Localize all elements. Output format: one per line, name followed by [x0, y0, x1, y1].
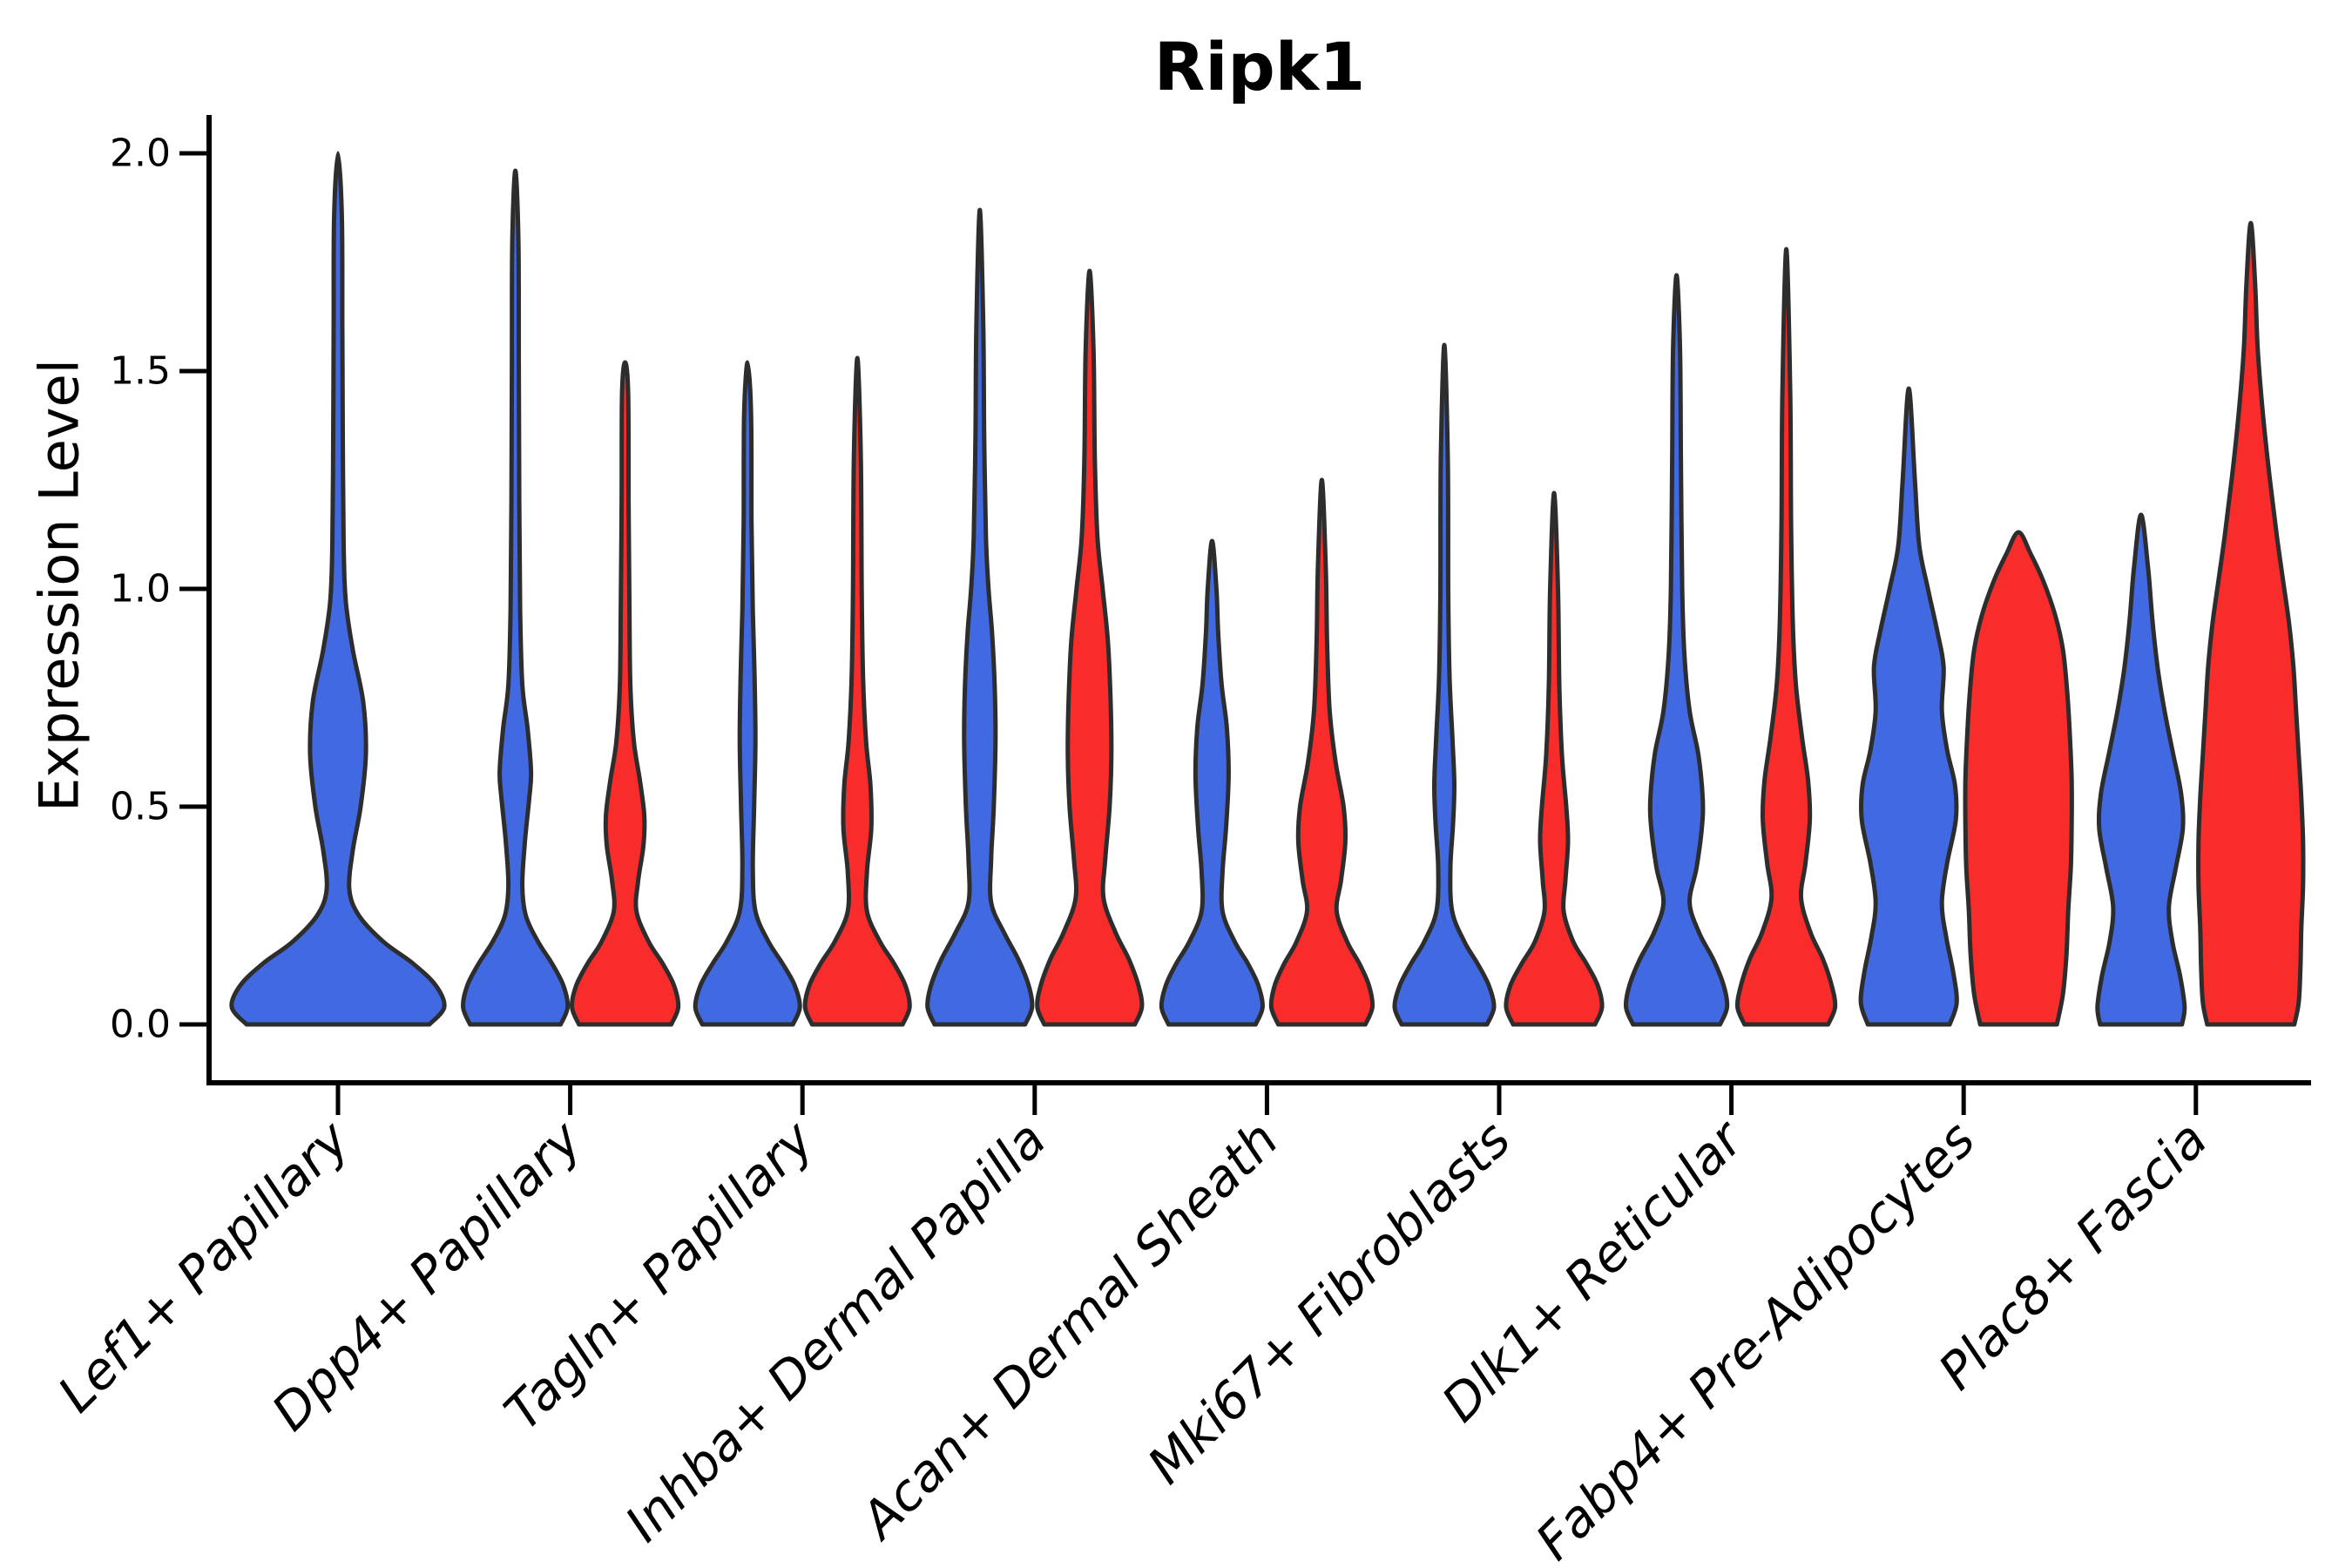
- violin-red-category-3: [1035, 268, 1145, 1027]
- violin-blue-category-8: [2095, 512, 2187, 1027]
- violin-red-category-4: [1268, 477, 1375, 1027]
- y-tick-label: 2.0: [110, 132, 171, 176]
- violin-red-category-6: [1734, 247, 1838, 1027]
- y-tick-label: 1.0: [110, 567, 171, 612]
- x-tick-label: Fabp4+ Pre-Adipocytes: [1524, 1110, 1986, 1568]
- y-tick-label: 0.5: [110, 785, 171, 829]
- violin-red-category-7: [1963, 530, 2074, 1027]
- y-tick-label: 0.0: [110, 1003, 171, 1047]
- violin-red-category-1: [570, 360, 681, 1027]
- violin-red-category-2: [802, 355, 912, 1027]
- violin-red-category-5: [1504, 490, 1605, 1027]
- violin-blue-category-7: [1858, 386, 1959, 1027]
- chart-title: Ripk1: [1153, 28, 1366, 105]
- violin-blue-category-5: [1392, 342, 1497, 1027]
- x-tick-label: Inhba+ Dermal Papilla: [614, 1110, 1058, 1553]
- violin-blue-category-0: [229, 151, 447, 1027]
- violin-blue-category-3: [925, 207, 1035, 1027]
- violin-blue-category-4: [1159, 538, 1265, 1027]
- violin-blue-category-6: [1623, 273, 1730, 1027]
- violin-red-category-8: [2196, 220, 2306, 1027]
- y-tick-label: 1.5: [110, 349, 171, 394]
- x-tick-label: Acan+ Dermal Sheath: [848, 1110, 1290, 1552]
- violin-blue-category-1: [461, 168, 571, 1027]
- violin-blue-category-2: [693, 360, 802, 1027]
